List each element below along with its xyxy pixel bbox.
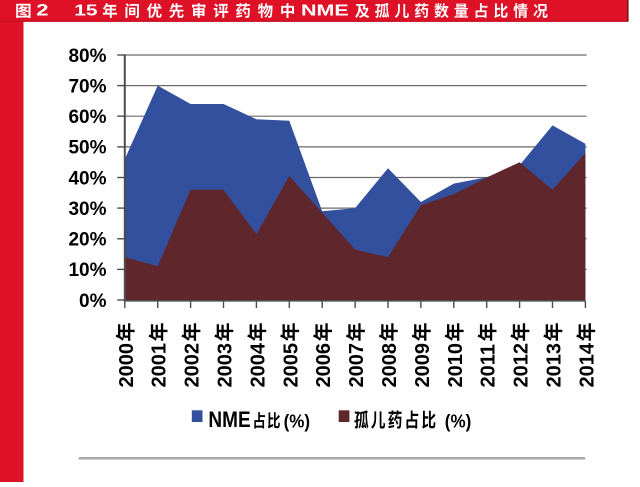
svg-text:(%): (%): [445, 411, 472, 432]
svg-text:60%: 60%: [68, 107, 106, 128]
svg-text:70%: 70%: [68, 76, 106, 97]
svg-text:NME: NME: [301, 2, 349, 20]
svg-text:(%): (%): [284, 411, 311, 432]
svg-text:2006: 2006: [313, 343, 335, 388]
svg-text:NME: NME: [208, 408, 250, 433]
svg-text:2014: 2014: [576, 342, 598, 387]
svg-text:80%: 80%: [68, 46, 106, 67]
svg-text:2004: 2004: [247, 342, 269, 387]
svg-text:2003: 2003: [215, 343, 237, 388]
svg-text:10%: 10%: [68, 260, 106, 281]
svg-text:0%: 0%: [79, 291, 107, 312]
svg-text:20%: 20%: [68, 230, 106, 251]
svg-text:30%: 30%: [68, 199, 106, 220]
svg-text:2013: 2013: [544, 343, 566, 388]
svg-text:2002: 2002: [182, 343, 204, 388]
svg-text:2010: 2010: [445, 343, 467, 388]
svg-text:2007: 2007: [346, 343, 368, 388]
svg-text:50%: 50%: [68, 138, 106, 159]
svg-text:2001: 2001: [149, 343, 171, 388]
svg-text:40%: 40%: [68, 168, 106, 189]
svg-text:2005: 2005: [280, 343, 302, 388]
svg-text:2009: 2009: [412, 343, 434, 388]
svg-text:2: 2: [36, 1, 48, 20]
svg-text:15: 15: [74, 1, 97, 19]
svg-text:2000: 2000: [116, 343, 138, 388]
svg-text:2011: 2011: [478, 344, 500, 387]
svg-text:2008: 2008: [379, 343, 401, 388]
svg-text:2012: 2012: [511, 343, 533, 388]
